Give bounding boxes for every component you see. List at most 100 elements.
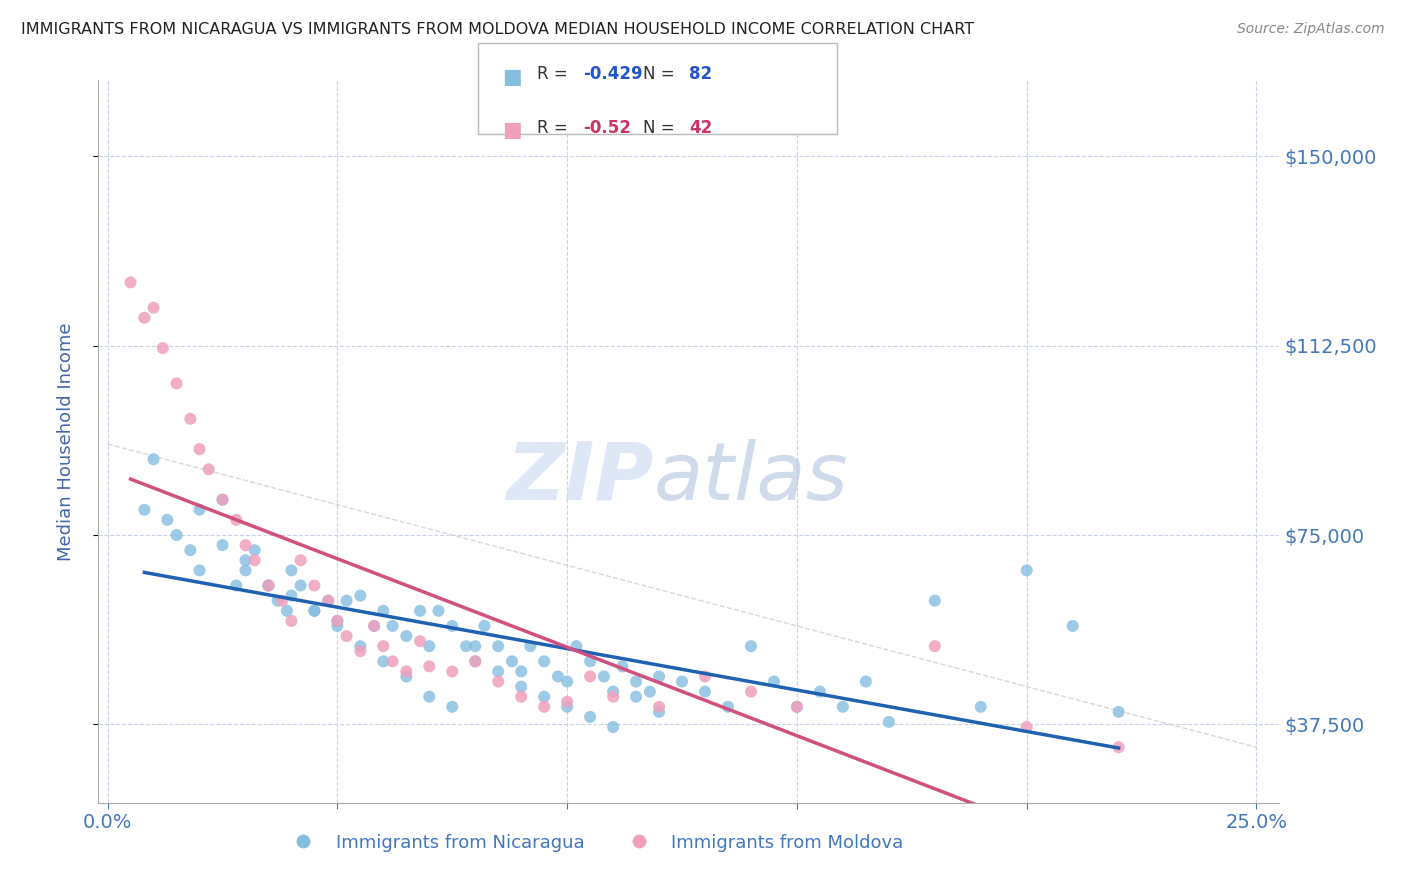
Point <box>326 614 349 628</box>
Point <box>235 563 257 577</box>
Point <box>335 629 357 643</box>
Point <box>349 589 371 603</box>
Point <box>877 714 900 729</box>
Point <box>855 674 877 689</box>
Point <box>326 614 349 628</box>
Point <box>638 684 661 698</box>
Point <box>211 538 233 552</box>
Point <box>464 639 486 653</box>
Point <box>808 684 831 698</box>
Point <box>831 699 853 714</box>
Point <box>441 665 464 679</box>
Point <box>671 674 693 689</box>
Point <box>786 699 808 714</box>
Point <box>257 578 280 592</box>
Point <box>441 699 464 714</box>
Point <box>266 593 288 607</box>
Point <box>486 639 509 653</box>
Point <box>717 699 740 714</box>
Point <box>555 699 578 714</box>
Point <box>924 593 946 607</box>
Point <box>602 720 624 734</box>
Point <box>134 310 156 325</box>
Point <box>602 690 624 704</box>
Point <box>693 669 716 683</box>
Point <box>349 639 371 653</box>
Point <box>409 604 432 618</box>
Point <box>179 412 201 426</box>
Point <box>486 674 509 689</box>
Point <box>612 659 634 673</box>
Point <box>211 492 233 507</box>
Point <box>243 553 266 567</box>
Point <box>235 538 257 552</box>
Point <box>363 619 385 633</box>
Point <box>533 699 555 714</box>
Point <box>373 654 395 668</box>
Point <box>427 604 450 618</box>
Point <box>290 578 312 592</box>
Point <box>271 593 294 607</box>
Point <box>381 654 404 668</box>
Point <box>593 669 616 683</box>
Point <box>519 639 541 653</box>
Point <box>363 619 385 633</box>
Point <box>257 578 280 592</box>
Point <box>156 513 179 527</box>
Point <box>1015 720 1038 734</box>
Point <box>188 563 211 577</box>
Point <box>316 593 339 607</box>
Point <box>304 604 326 618</box>
Point <box>510 665 533 679</box>
Point <box>579 669 602 683</box>
Point <box>648 669 671 683</box>
Point <box>326 619 349 633</box>
Point <box>381 619 404 633</box>
Point <box>142 452 165 467</box>
Point <box>1062 619 1084 633</box>
Text: R =: R = <box>537 65 574 83</box>
Point <box>120 276 142 290</box>
Point <box>280 589 302 603</box>
Point <box>188 502 211 516</box>
Point <box>418 659 440 673</box>
Point <box>418 690 440 704</box>
Point <box>134 502 156 516</box>
Point <box>579 654 602 668</box>
Point <box>1108 740 1130 755</box>
Point <box>409 634 432 648</box>
Point <box>786 699 808 714</box>
Point <box>349 644 371 658</box>
Text: 82: 82 <box>689 65 711 83</box>
Point <box>235 553 257 567</box>
Point <box>486 665 509 679</box>
Y-axis label: Median Household Income: Median Household Income <box>56 322 75 561</box>
Text: N =: N = <box>643 65 679 83</box>
Point <box>648 705 671 719</box>
Text: 42: 42 <box>689 119 713 136</box>
Text: ■: ■ <box>502 67 522 87</box>
Point <box>335 593 357 607</box>
Point <box>693 684 716 698</box>
Point <box>257 578 280 592</box>
Text: N =: N = <box>643 119 679 136</box>
Point <box>454 639 477 653</box>
Point <box>510 680 533 694</box>
Point <box>970 699 993 714</box>
Point <box>211 492 233 507</box>
Point <box>373 604 395 618</box>
Point <box>474 619 496 633</box>
Text: Source: ZipAtlas.com: Source: ZipAtlas.com <box>1237 22 1385 37</box>
Point <box>762 674 785 689</box>
Point <box>142 301 165 315</box>
Point <box>418 639 440 653</box>
Point <box>565 639 588 653</box>
Legend: Immigrants from Nicaragua, Immigrants from Moldova: Immigrants from Nicaragua, Immigrants fr… <box>278 826 911 859</box>
Point <box>276 604 298 618</box>
Point <box>316 593 339 607</box>
Point <box>441 619 464 633</box>
Point <box>464 654 486 668</box>
Text: atlas: atlas <box>654 439 848 516</box>
Point <box>533 690 555 704</box>
Text: -0.429: -0.429 <box>583 65 643 83</box>
